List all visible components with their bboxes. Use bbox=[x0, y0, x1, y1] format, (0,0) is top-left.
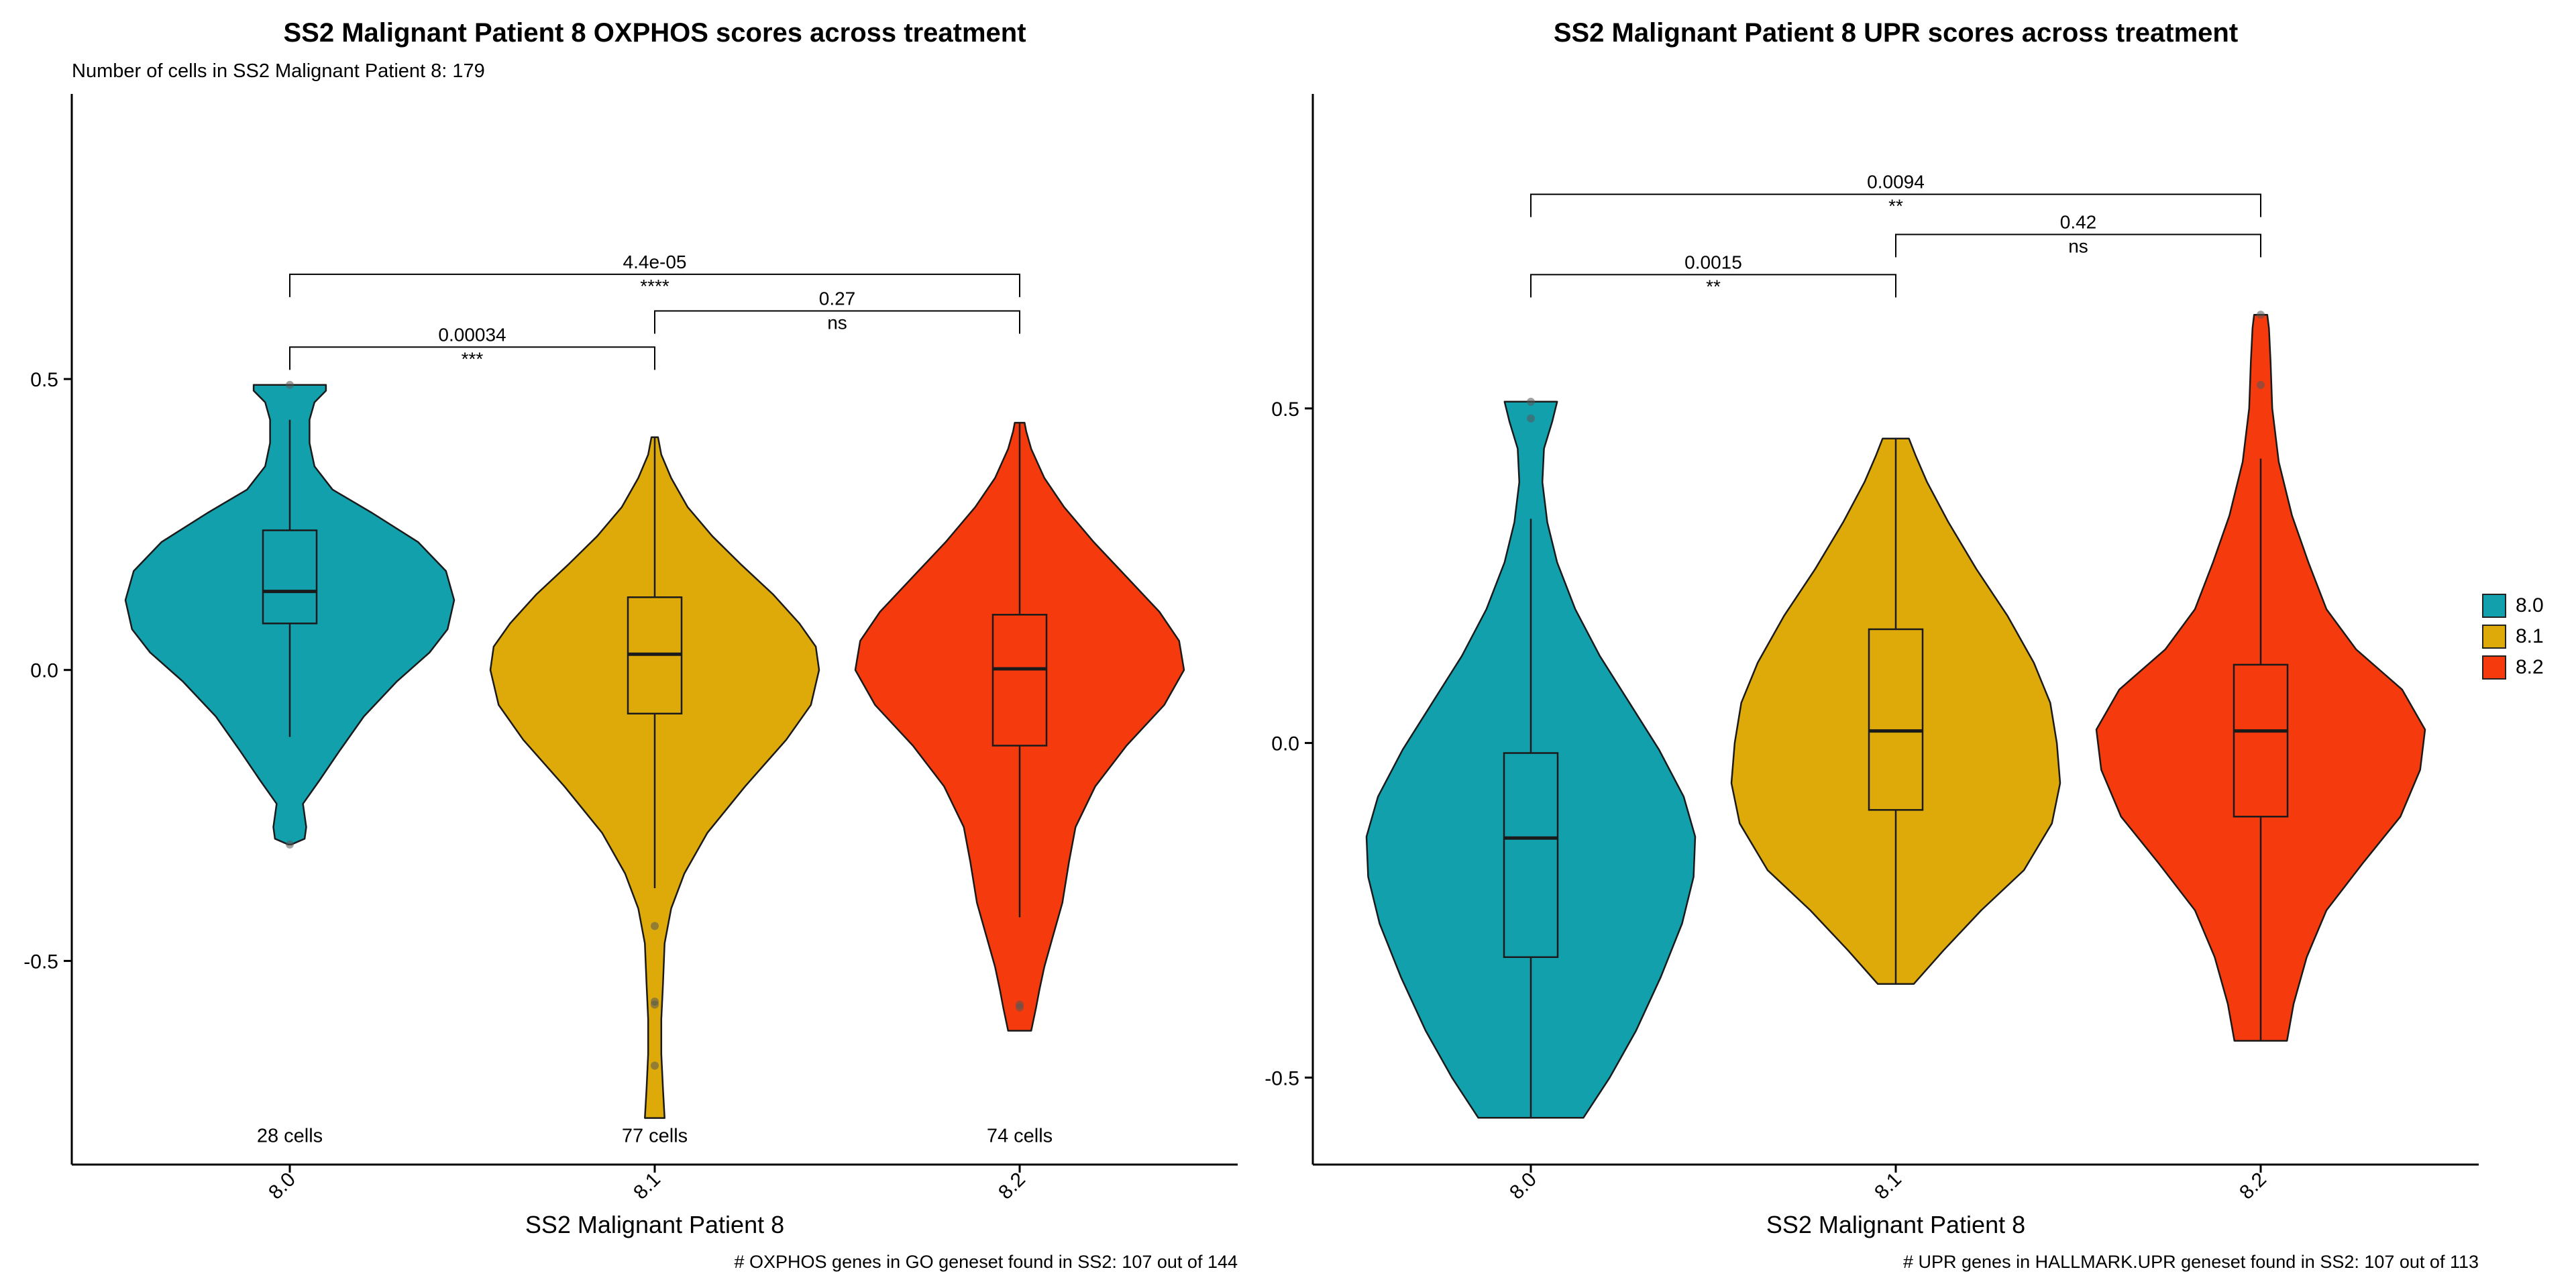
upr-x-tick-label: 8.2 bbox=[2235, 1169, 2271, 1204]
oxphos-cell-count-label: 77 cells bbox=[622, 1126, 688, 1147]
legend-label-8-2: 8.2 bbox=[2516, 656, 2544, 678]
legend-label-8-1: 8.1 bbox=[2516, 625, 2544, 647]
box-upr-8-0 bbox=[1503, 752, 1559, 959]
oxphos-y-tick-label: 0.0 bbox=[30, 660, 58, 682]
upr-caption: # UPR genes in HALLMARK.UPR geneset foun… bbox=[1903, 1252, 2479, 1272]
p-value-label: 0.00034 bbox=[438, 324, 506, 345]
p-value-label: 4.4e-05 bbox=[623, 252, 687, 272]
significance-bracket bbox=[289, 273, 1020, 297]
legend-key-8-1 bbox=[2482, 625, 2506, 649]
significance-label: ns bbox=[827, 313, 847, 333]
significance-bracket bbox=[289, 346, 655, 370]
significance-bracket bbox=[654, 310, 1020, 334]
oxphos-x-tick-label: 8.2 bbox=[994, 1169, 1030, 1204]
significance-label: *** bbox=[462, 348, 484, 369]
upr-y-tick-label: 0.0 bbox=[1271, 733, 1299, 755]
upr-y-tick-label: -0.5 bbox=[1265, 1067, 1299, 1089]
outlier-point bbox=[651, 1000, 659, 1009]
oxphos-x-axis-label: SS2 Malignant Patient 8 bbox=[525, 1211, 784, 1238]
oxphos-chart-subtitle: Number of cells in SS2 Malignant Patient… bbox=[72, 60, 485, 82]
significance-bracket bbox=[1895, 233, 2261, 258]
upr-x-tick-label: 8.0 bbox=[1505, 1169, 1541, 1204]
oxphos-cell-count-label: 28 cells bbox=[257, 1126, 323, 1147]
outlier-point bbox=[2257, 380, 2265, 389]
box-upr-8-2 bbox=[2233, 663, 2289, 818]
legend-item-8-2: 8.2 bbox=[2482, 652, 2544, 683]
significance-label: ** bbox=[1706, 276, 1721, 297]
legend: 8.0 8.1 8.2 bbox=[2482, 590, 2544, 683]
outlier-point bbox=[1527, 414, 1535, 423]
upr-x-tick-label: 8.1 bbox=[1870, 1169, 1906, 1204]
p-value-label: 0.42 bbox=[2060, 211, 2097, 232]
outlier-point bbox=[2257, 311, 2265, 319]
outlier-point bbox=[651, 922, 659, 930]
legend-item-8-1: 8.1 bbox=[2482, 621, 2544, 652]
legend-key-8-0 bbox=[2482, 594, 2506, 618]
legend-key-8-2 bbox=[2482, 655, 2506, 680]
legend-item-8-0: 8.0 bbox=[2482, 590, 2544, 621]
significance-label: ns bbox=[2068, 235, 2088, 256]
significance-label: ** bbox=[1888, 196, 1903, 217]
box-oxphos-8-0 bbox=[262, 529, 318, 625]
oxphos-x-tick-label: 8.1 bbox=[629, 1169, 665, 1204]
p-value-label: 0.27 bbox=[819, 288, 856, 309]
significance-label: **** bbox=[640, 276, 669, 297]
upr-x-axis-label: SS2 Malignant Patient 8 bbox=[1766, 1211, 2025, 1238]
outlier-point bbox=[286, 380, 294, 389]
oxphos-y-tick-label: -0.5 bbox=[23, 951, 58, 973]
oxphos-cell-count-label: 74 cells bbox=[987, 1126, 1053, 1147]
oxphos-x-tick-label: 8.0 bbox=[264, 1169, 300, 1204]
oxphos-caption: # OXPHOS genes in GO geneset found in SS… bbox=[735, 1252, 1238, 1272]
p-value-label: 0.0015 bbox=[1684, 252, 1742, 272]
outlier-point bbox=[1016, 1003, 1024, 1012]
upr-y-tick-label: 0.5 bbox=[1271, 398, 1299, 421]
significance-bracket bbox=[1530, 193, 2261, 217]
legend-label-8-0: 8.0 bbox=[2516, 594, 2544, 616]
p-value-label: 0.0094 bbox=[1867, 172, 1925, 193]
outlier-point bbox=[286, 840, 294, 849]
box-oxphos-8-2 bbox=[991, 614, 1048, 747]
significance-bracket bbox=[1530, 274, 1896, 298]
upr-chart-title: SS2 Malignant Patient 8 UPR scores acros… bbox=[1554, 18, 2238, 48]
outlier-point bbox=[1527, 397, 1535, 406]
oxphos-chart-title: SS2 Malignant Patient 8 OXPHOS scores ac… bbox=[283, 18, 1026, 48]
outlier-point bbox=[651, 1061, 659, 1070]
box-upr-8-1 bbox=[1868, 628, 1924, 811]
oxphos-y-tick-label: 0.5 bbox=[30, 369, 58, 391]
